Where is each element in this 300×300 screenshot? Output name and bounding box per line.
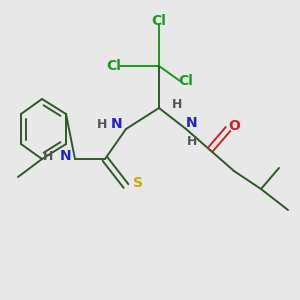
Text: O: O bbox=[228, 119, 240, 133]
Text: N: N bbox=[60, 149, 72, 163]
Text: N: N bbox=[186, 116, 198, 130]
Text: Cl: Cl bbox=[178, 74, 194, 88]
Text: H: H bbox=[172, 98, 182, 112]
Text: S: S bbox=[133, 176, 143, 190]
Text: Cl: Cl bbox=[106, 59, 122, 73]
Text: H: H bbox=[187, 134, 197, 148]
Text: H: H bbox=[97, 118, 107, 131]
Text: H: H bbox=[43, 149, 53, 163]
Text: Cl: Cl bbox=[152, 14, 166, 28]
Text: N: N bbox=[111, 118, 123, 131]
